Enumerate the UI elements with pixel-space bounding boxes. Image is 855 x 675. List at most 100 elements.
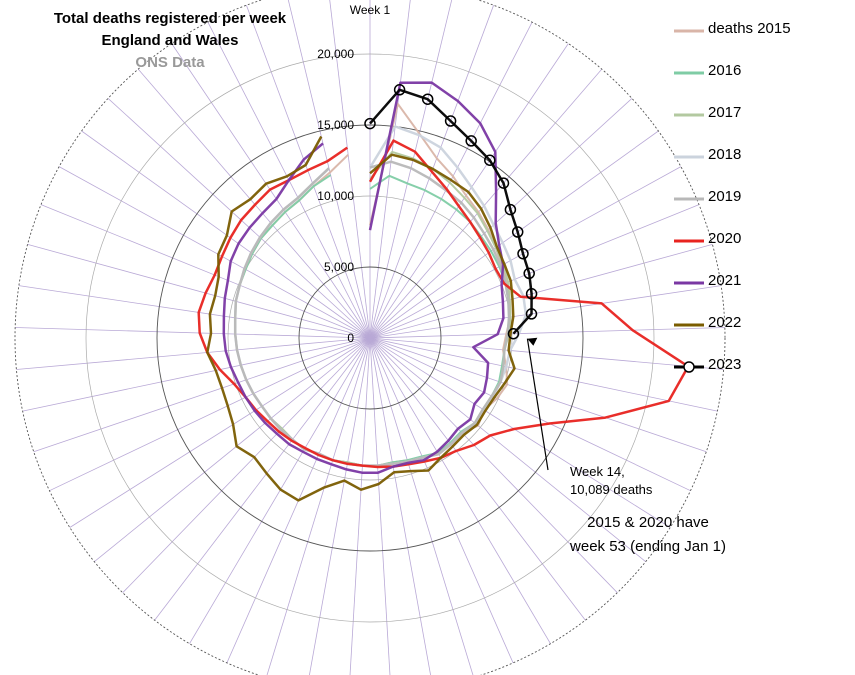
legend-label: 2020 <box>708 230 742 247</box>
series-line-0 <box>234 102 512 467</box>
data-point-marker <box>465 135 477 147</box>
grid-spoke <box>369 68 603 339</box>
legend-label: 2016 <box>708 62 742 79</box>
grid-ring <box>14 0 726 675</box>
week53-note-line2: week 53 (ending Jan 1) <box>570 538 726 555</box>
legend-swatch <box>674 29 704 33</box>
grid-spoke <box>369 337 671 528</box>
grid-spoke <box>369 337 718 412</box>
grid-ring <box>298 266 442 410</box>
grid-spoke <box>369 166 682 339</box>
legend-label: 2018 <box>708 146 742 163</box>
legend-swatch <box>674 155 704 159</box>
series-line-4 <box>233 160 511 467</box>
grid-ring <box>85 53 655 623</box>
grid-spoke <box>22 337 371 412</box>
radial-tick-label: 0 <box>347 331 354 345</box>
legend-swatch <box>674 361 704 373</box>
data-point-marker <box>421 93 434 105</box>
data-point-marker <box>507 327 520 340</box>
grid-spoke <box>349 337 371 675</box>
grid-spoke <box>369 337 618 593</box>
legend-swatch <box>674 113 704 117</box>
grid-spoke <box>369 244 713 339</box>
legend-label: 2017 <box>708 104 742 121</box>
legend-label: 2019 <box>708 188 742 205</box>
legend-swatch <box>674 323 704 327</box>
grid-spoke <box>15 327 371 339</box>
data-point-marker <box>393 84 406 96</box>
grid-spoke <box>189 337 371 644</box>
grid-spoke <box>137 68 371 339</box>
grid-spoke <box>69 337 371 528</box>
annotation-arrowhead <box>527 337 538 346</box>
grid-spoke <box>246 5 371 339</box>
grid-spoke <box>27 244 371 339</box>
data-point-marker <box>364 117 376 130</box>
legend-swatch <box>674 71 704 75</box>
grid-spoke <box>369 98 633 339</box>
legend-label: deaths 2015 <box>708 20 791 37</box>
data-point-marker <box>444 115 457 127</box>
grid-spoke <box>122 337 371 593</box>
week1-label: Week 1 <box>350 3 391 17</box>
data-point-marker <box>523 267 535 280</box>
chart-title: Total deaths registered per week <box>53 10 287 27</box>
week14-annotation-line2: 10,089 deaths <box>570 482 653 497</box>
data-point-marker <box>497 177 510 189</box>
series-line-5 <box>197 139 690 469</box>
legend-swatch <box>674 281 704 285</box>
grid-spoke <box>94 337 371 563</box>
grid-spoke <box>369 327 725 339</box>
radial-tick-label: 20,000 <box>317 47 354 61</box>
data-point-marker <box>525 288 538 300</box>
grid-spoke <box>369 337 474 675</box>
week53-note-line1: 2015 & 2020 have <box>587 514 709 531</box>
chart-subtitle: England and Wales <box>101 32 239 49</box>
grid-spoke <box>369 337 707 453</box>
grid-spoke <box>40 204 371 339</box>
legend-swatch <box>674 239 704 243</box>
legend-label: 2023 <box>708 356 742 373</box>
grid-spoke <box>16 337 371 370</box>
radial-tick-label: 5,000 <box>324 260 354 274</box>
grid-spoke <box>369 337 724 370</box>
grid-spoke <box>33 337 371 453</box>
data-point-marker <box>511 226 524 238</box>
data-point-marker <box>484 154 496 166</box>
grid-spoke <box>369 285 722 339</box>
radial-tick-label: 15,000 <box>317 118 354 132</box>
chart-source: ONS Data <box>135 54 205 71</box>
legend-label: 2021 <box>708 272 742 289</box>
grid-spoke <box>369 0 453 339</box>
data-point-marker <box>525 308 538 320</box>
legend-swatch <box>674 197 704 201</box>
grid-spoke <box>171 43 371 339</box>
grid-spoke <box>58 166 371 339</box>
grid-spoke <box>18 285 371 339</box>
grid-spoke <box>266 337 371 675</box>
radial-tick-label: 10,000 <box>317 189 354 203</box>
grid-spoke <box>329 0 371 339</box>
grid-spoke <box>369 337 646 563</box>
annotation-arrow <box>526 338 549 471</box>
data-point-marker <box>517 247 529 260</box>
grid-spoke <box>107 98 371 339</box>
grid-spoke <box>49 337 371 492</box>
series-line-7 <box>206 135 516 502</box>
grid-spoke <box>287 0 371 339</box>
grid-ring <box>156 124 584 552</box>
data-point-marker <box>504 203 517 216</box>
grid-spoke <box>309 337 371 675</box>
grid-spoke <box>154 337 371 621</box>
grid-spoke <box>369 337 691 492</box>
week14-annotation-line1: Week 14, <box>570 464 625 479</box>
grid-spoke <box>369 337 551 644</box>
grid-spoke <box>369 337 514 664</box>
legend-label: 2022 <box>708 314 742 331</box>
grid-spoke <box>369 337 431 675</box>
series-line-6 <box>222 81 505 474</box>
grid-spoke <box>369 337 586 621</box>
grid-spoke <box>369 337 391 675</box>
